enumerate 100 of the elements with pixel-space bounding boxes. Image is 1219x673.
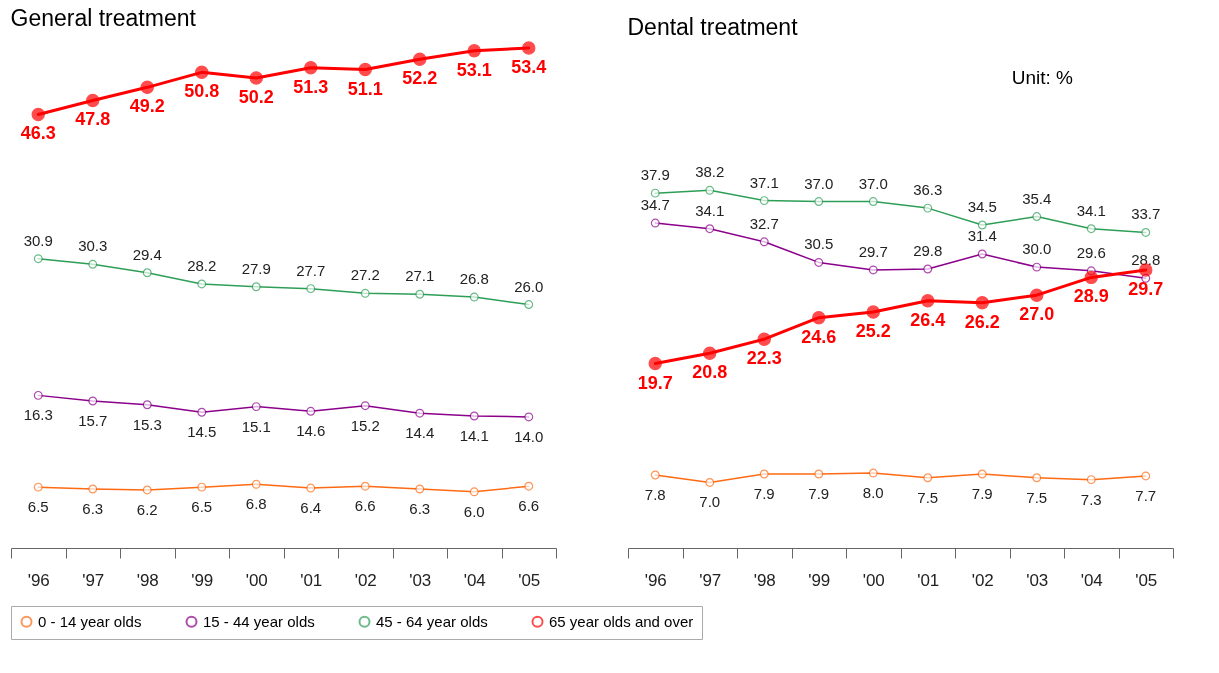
x-tick-label: '97 xyxy=(82,570,105,590)
x-tick-label: '05 xyxy=(1135,570,1158,590)
data-label: 37.1 xyxy=(749,173,779,191)
point xyxy=(86,93,100,108)
data-label: 15.2 xyxy=(350,416,380,434)
data-label: 6.2 xyxy=(136,500,158,518)
point xyxy=(195,65,209,80)
data-label: 50.8 xyxy=(184,81,220,102)
point xyxy=(648,356,662,371)
x-tick-label: '00 xyxy=(862,570,885,590)
data-label: 7.3 xyxy=(1080,490,1102,508)
point xyxy=(977,469,987,479)
data-label: 6.4 xyxy=(300,499,322,517)
x-tick-label: '01 xyxy=(917,570,940,590)
data-label: 27.0 xyxy=(1019,304,1055,325)
x-tick-label: '98 xyxy=(136,570,159,590)
x-tick-label: '05 xyxy=(518,570,541,590)
point xyxy=(467,44,481,58)
point xyxy=(469,411,479,421)
data-label: 27.1 xyxy=(405,267,435,285)
data-label: 30.9 xyxy=(23,231,53,249)
data-label: 29.8 xyxy=(913,241,943,259)
point xyxy=(868,468,878,478)
point xyxy=(866,305,880,319)
point xyxy=(1084,270,1098,285)
x-tick-label: '96 xyxy=(644,570,667,590)
point xyxy=(358,62,372,77)
data-label: 26.8 xyxy=(459,270,489,288)
data-label: 37.9 xyxy=(640,166,670,184)
point xyxy=(759,196,769,206)
point xyxy=(868,265,878,275)
data-label: 29.4 xyxy=(132,245,162,263)
data-label: 7.8 xyxy=(644,485,666,503)
data-label: 29.7 xyxy=(858,242,888,260)
data-label: 16.3 xyxy=(23,406,53,424)
point xyxy=(524,481,534,491)
x-tick-label: '03 xyxy=(1026,570,1049,590)
point xyxy=(524,412,534,422)
point xyxy=(814,257,824,267)
data-label: 51.1 xyxy=(347,78,383,99)
data-label: 30.3 xyxy=(78,237,108,255)
point xyxy=(1032,473,1042,483)
data-label: 14.1 xyxy=(459,426,489,444)
data-label: 31.4 xyxy=(967,226,997,244)
point xyxy=(360,481,370,491)
point xyxy=(304,60,318,75)
data-label: 30.5 xyxy=(804,235,834,253)
data-label: 14.5 xyxy=(187,423,217,441)
point xyxy=(469,487,479,497)
point xyxy=(413,52,427,66)
data-label: 7.9 xyxy=(808,485,830,503)
point xyxy=(33,254,43,264)
point xyxy=(33,390,43,400)
text: Unit: % xyxy=(1011,67,1074,88)
x-tick-label: '99 xyxy=(191,570,214,590)
point xyxy=(142,485,152,495)
point xyxy=(306,406,316,416)
legend-label: 0 - 14 year olds xyxy=(38,612,142,630)
point xyxy=(759,237,769,247)
data-label: 7.5 xyxy=(1026,488,1048,506)
point xyxy=(812,310,826,325)
x-tick-label: '98 xyxy=(753,570,776,590)
legend-label: 65 year olds and over xyxy=(549,612,694,630)
data-label: 14.0 xyxy=(514,427,544,445)
x-tick-label: '01 xyxy=(300,570,323,590)
data-label: 8.0 xyxy=(862,484,884,502)
point xyxy=(251,282,261,292)
point xyxy=(1032,212,1042,221)
point xyxy=(522,41,536,55)
point xyxy=(650,218,660,228)
data-label: 14.4 xyxy=(405,424,435,442)
point xyxy=(650,188,660,198)
data-label: 38.2 xyxy=(695,163,725,181)
data-label: 37.0 xyxy=(858,174,888,192)
point xyxy=(923,473,933,483)
point xyxy=(703,346,717,360)
point xyxy=(88,484,98,494)
data-label: 20.8 xyxy=(692,362,728,383)
point xyxy=(88,396,98,406)
point xyxy=(360,401,370,411)
data-label: 28.8 xyxy=(1131,251,1161,269)
x-tick-label: '04 xyxy=(463,570,486,590)
point xyxy=(1141,471,1151,481)
data-label: 28.2 xyxy=(187,256,217,274)
point xyxy=(921,294,935,308)
data-label: 22.3 xyxy=(746,348,782,369)
point xyxy=(650,470,660,480)
point xyxy=(923,203,933,213)
point xyxy=(31,107,45,122)
data-label: 6.3 xyxy=(409,500,431,518)
data-label: 27.7 xyxy=(296,261,326,279)
data-label: 26.0 xyxy=(514,277,544,295)
point xyxy=(415,289,425,299)
point xyxy=(197,482,207,492)
point xyxy=(524,300,534,310)
data-label: 6.6 xyxy=(354,497,376,515)
point xyxy=(249,71,263,85)
point xyxy=(251,402,261,412)
data-label: 25.2 xyxy=(855,321,891,342)
point xyxy=(140,80,154,95)
